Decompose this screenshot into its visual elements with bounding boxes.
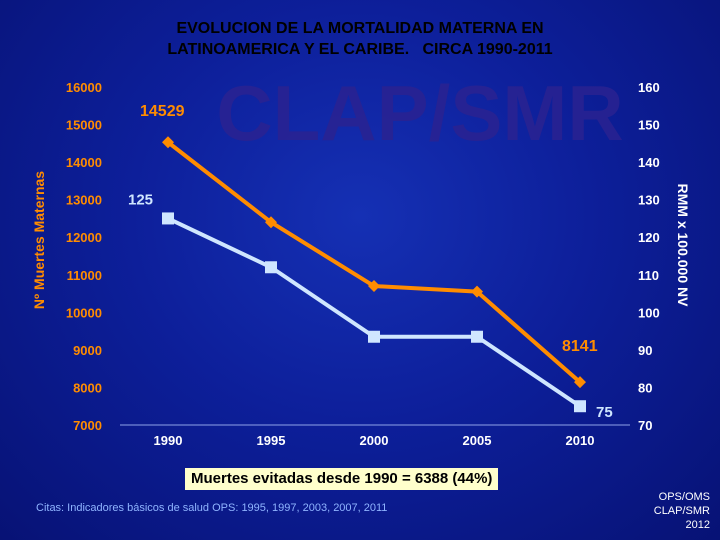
annotation-deaths-1990: 14529 <box>140 103 185 120</box>
deaths-point <box>471 285 483 298</box>
right-tick-label: 150 <box>638 118 660 133</box>
deaths-point <box>265 216 277 229</box>
right-tick-label: 140 <box>638 155 660 170</box>
right-tick-label: 90 <box>638 343 652 358</box>
right-tick-label: 160 <box>638 80 660 95</box>
ratio-point <box>574 400 586 413</box>
annotation-deaths-2010: 8141 <box>562 338 598 355</box>
deaths-point <box>368 280 380 293</box>
right-tick-label: 110 <box>638 268 659 283</box>
left-tick-label: 12000 <box>66 230 102 245</box>
ratio-point <box>162 212 174 225</box>
credit-line-unit: CLAP/SMR <box>653 505 710 517</box>
citation-note: Citas: Indicadores básicos de salud OPS:… <box>36 502 388 514</box>
x-tick-label: 2005 <box>463 433 492 448</box>
ratio-point <box>471 330 483 343</box>
credit-line-org: OPS/OMS <box>658 491 710 503</box>
ratio-point <box>265 261 277 274</box>
right-tick-label: 70 <box>638 418 652 433</box>
x-tick-label: 1990 <box>154 433 183 448</box>
ratio-point <box>368 330 380 343</box>
right-tick-label: 80 <box>638 380 652 395</box>
left-tick-label: 16000 <box>66 80 102 95</box>
deaths-point <box>162 136 174 149</box>
credit-block: OPS/OMS CLAP/SMR 2012 <box>620 490 710 532</box>
left-tick-label: 9000 <box>73 343 102 358</box>
left-tick-label: 8000 <box>73 380 102 395</box>
left-tick-label: 11000 <box>67 268 102 283</box>
credit-line-year: 2012 <box>685 519 710 531</box>
x-tick-label: 2000 <box>360 433 389 448</box>
deaths-point <box>574 376 586 389</box>
annotation-ratio-2010: 75 <box>596 404 613 421</box>
watermark-text: CLAP/SMR <box>216 69 623 157</box>
x-tick-label: 1995 <box>257 433 286 448</box>
right-tick-label: 130 <box>638 193 660 208</box>
annotation-ratio-1990: 125 <box>128 191 153 208</box>
ratio-line <box>167 216 582 408</box>
left-tick-label: 7000 <box>73 418 102 433</box>
summary-box: Muertes evitadas desde 1990 = 6388 (44%) <box>185 468 499 490</box>
right-axis-title: RMM x 100.000 NV <box>675 184 691 308</box>
left-tick-label: 13000 <box>66 193 102 208</box>
left-axis-title: Nº Muertes Maternas <box>31 171 47 309</box>
left-tick-label: 15000 <box>66 118 102 133</box>
x-tick-label: 2010 <box>566 433 595 448</box>
right-tick-label: 120 <box>638 230 660 245</box>
deaths-line <box>166 140 582 384</box>
chart-title-line-2: LATINOAMERICA Y EL CARIBE. CIRCA 1990-20… <box>167 41 553 58</box>
left-tick-label: 14000 <box>66 155 102 170</box>
chart-title-line-1: EVOLUCION DE LA MORTALIDAD MATERNA EN <box>176 20 544 37</box>
right-tick-label: 100 <box>638 305 660 320</box>
left-tick-label: 10000 <box>66 305 102 320</box>
